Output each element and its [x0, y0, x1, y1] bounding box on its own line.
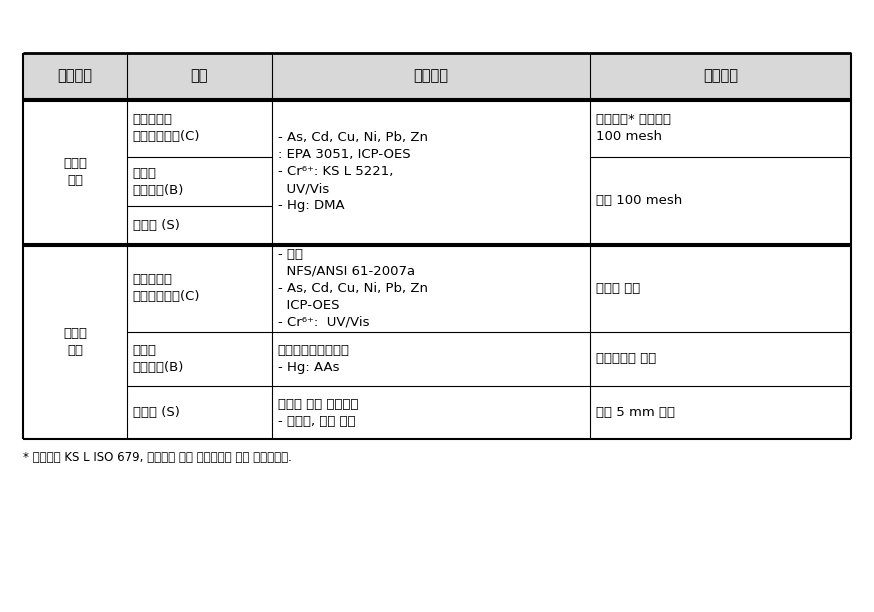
Text: - As, Cd, Cu, Ni, Pb, Zn
: EPA 3051, ICP-OES
- Cr⁶⁺: KS L 5221,
  UV/Vis
- Hg: D: - As, Cd, Cu, Ni, Pb, Zn : EPA 3051, ICP…: [278, 131, 427, 212]
Text: * 공시체는 KS L ISO 679, 시멘트의 강도 시험방법에 따라 제작하였다.: * 공시체는 KS L ISO 679, 시멘트의 강도 시험방법에 따라 제작…: [24, 451, 292, 465]
Text: 벤돌그대로 시험: 벤돌그대로 시험: [596, 353, 656, 365]
Text: 고로슬래그
시멘트공시체(C): 고로슬래그 시멘트공시체(C): [133, 113, 200, 143]
Text: 재활용
점토벽돌(B): 재활용 점토벽돌(B): [133, 344, 184, 374]
Text: 고로슬래그
시멘트공시체(C): 고로슬래그 시멘트공시체(C): [133, 273, 200, 303]
Text: 분쇄 5 mm 이하: 분쇄 5 mm 이하: [596, 406, 675, 419]
Text: 분석항목: 분석항목: [58, 69, 93, 84]
Text: 분석방법: 분석방법: [413, 69, 448, 84]
Text: 폐기물 공정 시험방법
- 증류수, 우수 용출: 폐기물 공정 시험방법 - 증류수, 우수 용출: [278, 398, 358, 428]
Text: 분쇄 100 mesh: 분쇄 100 mesh: [596, 194, 683, 207]
Text: 중금속
용출: 중금속 용출: [63, 327, 87, 357]
Text: - 용출
  NFS/ANSI 61-2007a
- As, Cd, Cu, Ni, Pb, Zn
  ICP-OES
- Cr⁶⁺:  UV/Vis: - 용출 NFS/ANSI 61-2007a - As, Cd, Cu, Ni,…: [278, 248, 427, 329]
Text: 중금속
함량: 중금속 함량: [63, 157, 87, 187]
Text: 성토재 (S): 성토재 (S): [133, 406, 179, 419]
Text: 성토재 (S): 성토재 (S): [133, 219, 179, 232]
Text: 재활용
점토벽돌(B): 재활용 점토벽돌(B): [133, 166, 184, 196]
Text: 폐기물공정시험방법
- Hg: AAs: 폐기물공정시험방법 - Hg: AAs: [278, 344, 350, 374]
Text: 시료: 시료: [191, 69, 208, 84]
Text: 세부사항: 세부사항: [703, 69, 738, 84]
Bar: [24, 53, 850, 99]
Text: 공시체 용출: 공시체 용출: [596, 282, 641, 294]
Text: 공시체를* 분쇄하여
100 mesh: 공시체를* 분쇄하여 100 mesh: [596, 113, 671, 143]
